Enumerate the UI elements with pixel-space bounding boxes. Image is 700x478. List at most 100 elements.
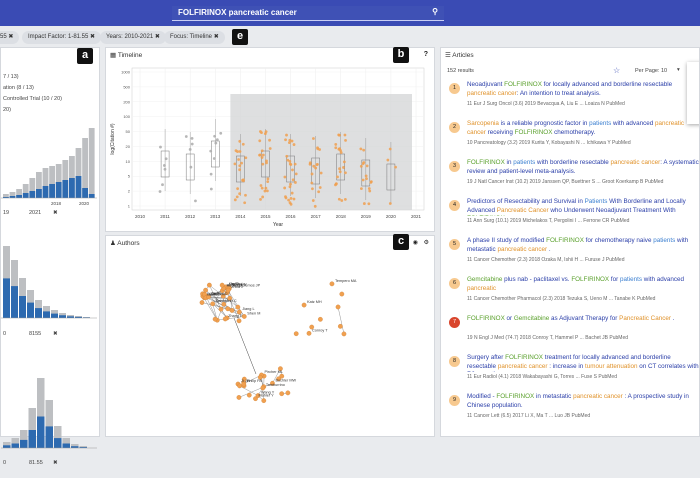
paper-point: [239, 150, 242, 153]
article-title-link[interactable]: Modified - FOLFIRINOX in metastatic panc…: [467, 393, 699, 410]
settings-icon[interactable]: ⚙: [424, 239, 429, 246]
histogram-bar-blue: [46, 426, 54, 448]
author-node: [237, 384, 241, 388]
paper-point: [236, 150, 239, 153]
filter-chip-impact[interactable]: Impact Factor: 1-81.55 ✖: [22, 31, 101, 44]
article-title-link[interactable]: Gemcitabine plus nab - paclitaxel vs. FO…: [467, 276, 699, 293]
author-name-label: Ke Y: [227, 283, 236, 287]
help-icon[interactable]: ?: [424, 51, 428, 58]
author-node: [318, 317, 322, 321]
close-icon[interactable]: ✖: [155, 34, 160, 40]
filter-stat: ation (8 / 13): [3, 85, 34, 91]
paper-point: [314, 205, 317, 208]
author-node: [213, 317, 217, 321]
clear-icon[interactable]: ✖: [53, 460, 58, 466]
paper-point: [309, 163, 312, 166]
paper-point: [244, 156, 247, 159]
year-tick: 2018: [51, 201, 61, 206]
article-title-link[interactable]: FOLFIRINOX or Gemcitabine as Adjuvant Th…: [467, 315, 699, 324]
paper-point: [194, 199, 197, 202]
range-input-end[interactable]: 8155: [29, 331, 41, 337]
paper-point: [264, 190, 267, 193]
paper-point: [219, 132, 222, 135]
paper-point: [389, 202, 392, 205]
coauthor-edge: [234, 318, 256, 374]
annotation-badge-a: a: [77, 48, 93, 64]
histogram-bar-blue: [71, 446, 79, 448]
author-node: [230, 308, 234, 312]
paper-point: [292, 178, 295, 181]
range-input-end[interactable]: 81.55: [29, 460, 43, 466]
author-node: [242, 314, 246, 318]
x-axis-label: Year: [273, 222, 283, 228]
filter-chip-years[interactable]: Years: 2010-2021 ✖: [100, 31, 166, 44]
paper-point: [234, 162, 237, 165]
paper-point: [338, 167, 341, 170]
range-input-end[interactable]: 2021: [29, 210, 41, 216]
filter-chip[interactable]: 55 ✖: [0, 31, 19, 44]
histogram-bar-blue: [29, 191, 35, 198]
clear-icon[interactable]: ✖: [53, 331, 58, 337]
paper-point: [214, 142, 217, 145]
search-input[interactable]: FOLFIRINOX pancreatic cancer ⚲: [172, 6, 444, 21]
star-icon[interactable]: ☆: [613, 66, 620, 75]
y-tick-label: 10: [126, 159, 131, 164]
paper-point: [164, 168, 167, 171]
paper-point: [244, 194, 247, 197]
author-name-label: Tamburrino: [266, 383, 285, 387]
author-node: [294, 332, 298, 336]
article-rank-badge: 7: [449, 317, 460, 328]
article-item[interactable]: 7 FOLFIRINOX or Gemcitabine as Adjuvant T…: [441, 312, 700, 348]
paper-point: [312, 165, 315, 168]
close-icon[interactable]: ✖: [90, 34, 95, 40]
paper-point: [295, 172, 298, 175]
paper-point: [367, 202, 370, 205]
article-title-link[interactable]: Surgery after FOLFIRINOX treatment for l…: [467, 354, 699, 372]
per-page-select[interactable]: Per Page: 10: [635, 68, 667, 74]
search-icon[interactable]: ⚲: [432, 7, 438, 16]
paper-point: [310, 182, 313, 185]
close-icon[interactable]: ✖: [214, 34, 219, 40]
author-node: [336, 305, 340, 309]
article-rank-badge: 5: [449, 239, 460, 250]
eye-icon[interactable]: ◉: [413, 239, 418, 246]
histogram-bar-blue: [10, 196, 16, 198]
paper-point: [319, 186, 322, 189]
x-tick-label: 2018: [336, 214, 347, 219]
article-meta: 11 Ann Surg (10.1) 2019 Michelakos T, Pe…: [467, 218, 629, 224]
clear-icon[interactable]: ✖: [53, 210, 58, 216]
author-name-label: Conroy T: [312, 328, 328, 332]
paper-point: [293, 143, 296, 146]
paper-point: [242, 143, 245, 146]
paper-point: [340, 151, 343, 154]
chevron-down-icon[interactable]: ▾: [677, 67, 680, 73]
article-title-link[interactable]: Predictors of Resectability and Survival…: [467, 198, 699, 216]
paper-point: [289, 163, 292, 166]
range-input-start[interactable]: 19: [3, 210, 9, 216]
article-title-link[interactable]: Neoadjuvant FOLFIRINOX for locally advan…: [467, 81, 699, 98]
article-item[interactable]: 5 A phase II study of modified FOLFIRINOX…: [441, 234, 700, 270]
range-input-start[interactable]: 0: [3, 460, 6, 466]
article-title-link[interactable]: Sarcopenia is a reliable prognostic fact…: [467, 120, 699, 137]
histogram-bar-blue: [43, 186, 49, 198]
filter-chip-focus[interactable]: Focus: Timeline ✖: [164, 31, 225, 44]
paper-point: [288, 160, 291, 163]
paper-point: [159, 190, 162, 193]
paper-point: [312, 199, 315, 202]
paper-point: [264, 132, 267, 135]
range-input-start[interactable]: 0: [3, 331, 6, 337]
article-title-link[interactable]: A phase II study of modified FOLFIRINOX …: [467, 237, 699, 254]
close-icon[interactable]: ✖: [8, 34, 13, 40]
paper-point: [343, 160, 346, 163]
article-title-link[interactable]: FOLFIRINOX in patients with borderline r…: [467, 159, 699, 176]
